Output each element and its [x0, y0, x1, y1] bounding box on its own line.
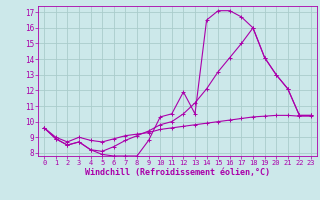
- X-axis label: Windchill (Refroidissement éolien,°C): Windchill (Refroidissement éolien,°C): [85, 168, 270, 177]
